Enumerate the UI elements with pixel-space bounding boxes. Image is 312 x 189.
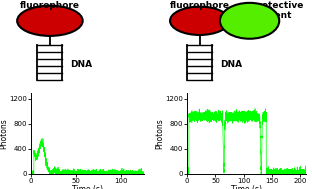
Text: fluorophore: fluorophore [170,1,230,10]
X-axis label: Time (s): Time (s) [72,185,103,189]
Text: DNA: DNA [70,60,92,69]
Y-axis label: Photons: Photons [155,118,164,149]
X-axis label: Time (s): Time (s) [231,185,262,189]
Y-axis label: Photons: Photons [0,118,8,149]
Text: DNA: DNA [220,60,242,69]
Circle shape [220,3,279,39]
Ellipse shape [170,7,229,35]
Text: protective
agent: protective agent [251,1,304,20]
Ellipse shape [17,6,83,36]
Text: fluorophore: fluorophore [20,1,80,10]
